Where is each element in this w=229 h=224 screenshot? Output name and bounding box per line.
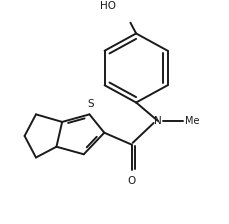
Text: S: S <box>87 99 94 109</box>
Text: O: O <box>128 176 136 186</box>
Text: Me: Me <box>185 116 199 126</box>
Text: HO: HO <box>100 2 116 11</box>
Text: N: N <box>154 116 162 126</box>
